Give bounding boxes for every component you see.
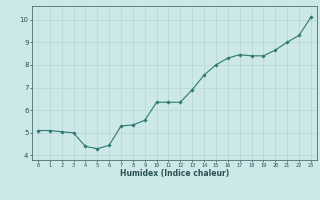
X-axis label: Humidex (Indice chaleur): Humidex (Indice chaleur) [120, 169, 229, 178]
